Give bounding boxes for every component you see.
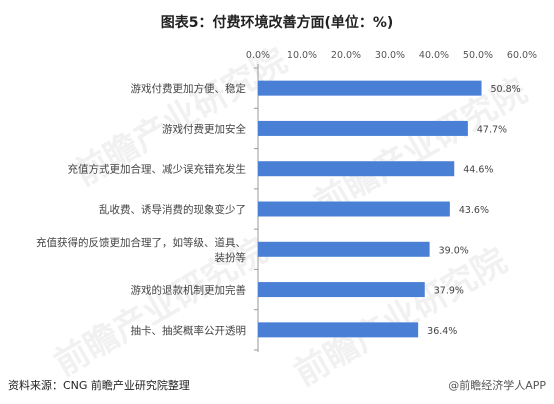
- category-label: 乱收费、诱导消费的现象变少了: [99, 203, 246, 216]
- category-label: 游戏付费更加安全: [162, 122, 246, 135]
- category-label: 充值方式更加合理、减少误充错充发生: [68, 163, 247, 176]
- x-tick-label: 20.0%: [331, 50, 361, 61]
- bar: [258, 322, 419, 338]
- data-label: 39.0%: [439, 245, 469, 256]
- bar: [258, 120, 468, 136]
- category-label: 抽卡、抽奖概率公开透明: [131, 324, 247, 337]
- x-tick-label: 40.0%: [419, 50, 449, 61]
- x-tick-label: 0.0%: [246, 50, 270, 61]
- data-label: 37.9%: [434, 286, 464, 297]
- category-label: 充值获得的反馈更加合理了，如等级、道具、: [36, 236, 246, 249]
- bar: [258, 161, 455, 177]
- data-label: 47.7%: [477, 124, 507, 135]
- data-label: 44.6%: [463, 165, 493, 176]
- x-tick-label: 10.0%: [287, 50, 317, 61]
- x-tick-label: 60.0%: [507, 50, 537, 61]
- category-label: 游戏付费更加方便、稳定: [131, 82, 247, 95]
- data-label: 36.4%: [427, 326, 457, 337]
- bar: [258, 80, 482, 96]
- bar: [258, 282, 425, 298]
- source-note: 资料来源：CNG 前瞻产业研究院整理: [8, 379, 190, 392]
- category-label: 游戏的退款机制更加完善: [131, 284, 247, 297]
- data-label: 43.6%: [459, 205, 489, 216]
- chart-title: 图表5：付费环境改善方面(单位：%): [160, 15, 394, 31]
- x-tick-label: 50.0%: [463, 50, 493, 61]
- category-label: 装扮等: [215, 251, 247, 264]
- bar: [258, 201, 450, 217]
- x-tick-label: 30.0%: [375, 50, 405, 61]
- data-label: 50.8%: [491, 84, 521, 95]
- bar: [258, 241, 430, 257]
- credit-note: @前瞻经济学人APP: [448, 379, 546, 392]
